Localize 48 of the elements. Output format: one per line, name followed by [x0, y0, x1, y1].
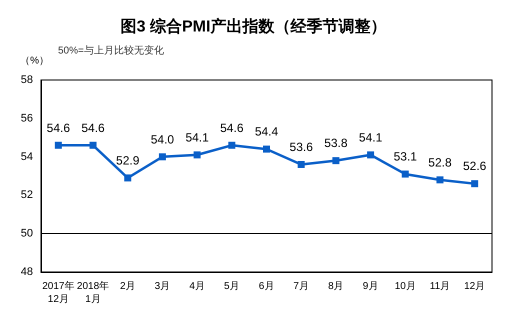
point	[298, 160, 305, 168]
y-tick-label: 58	[20, 74, 33, 86]
data-label: 54.1	[358, 130, 383, 144]
data-label: 52.6	[462, 159, 487, 174]
point	[263, 146, 270, 153]
x-tick-label: 9月	[362, 281, 378, 292]
x-tick-label: 2017年 12月	[42, 280, 74, 305]
y-tick-label: 56	[20, 112, 33, 124]
point	[194, 151, 201, 158]
data-label: 53.1	[394, 150, 418, 164]
x-tick-label: 7月	[293, 281, 309, 292]
data-label: 54.6	[46, 120, 70, 135]
data-label: 54.1	[185, 130, 210, 144]
y-tick-label: 52	[20, 189, 33, 202]
point	[367, 151, 374, 158]
data-label: 52.8	[428, 155, 452, 170]
point	[124, 174, 132, 182]
x-tick-label: 2018年 1月	[76, 280, 110, 305]
x-tick-label: 5月	[224, 281, 240, 292]
point	[332, 157, 340, 164]
point	[436, 176, 444, 184]
point	[471, 180, 478, 188]
data-label: 54.0	[150, 132, 174, 146]
x-tick-label: 12月	[464, 281, 486, 292]
data-label: 54.6	[220, 120, 244, 135]
point	[90, 142, 97, 149]
data-label: 52.9	[116, 153, 140, 168]
x-tick-label: 10月	[394, 281, 416, 292]
data-label: 54.4	[254, 124, 278, 139]
x-tick-label: 4月	[189, 281, 205, 292]
x-tick-label: 6月	[258, 281, 274, 292]
x-tick-label: 2月	[120, 281, 136, 292]
x-tick-label: 11月	[430, 281, 450, 292]
data-label: 54.6	[81, 120, 106, 135]
point	[402, 170, 409, 178]
y-axis-title: （%）	[20, 56, 49, 66]
data-label: 53.6	[290, 140, 314, 154]
point	[158, 153, 166, 160]
y-tick-label: 54	[20, 150, 33, 163]
y-tick-label: 50	[20, 228, 33, 240]
x-tick-label: 8月	[328, 281, 344, 292]
point	[228, 142, 236, 149]
chart-title: 图3 综合PMI产出指数（经季节调整）	[120, 18, 386, 36]
y-tick-label: 48	[20, 266, 33, 278]
x-tick-label: 3月	[154, 281, 170, 292]
point	[54, 142, 62, 149]
data-label: 53.8	[324, 136, 348, 150]
text: 50%=与上月比较无变化	[58, 44, 164, 56]
